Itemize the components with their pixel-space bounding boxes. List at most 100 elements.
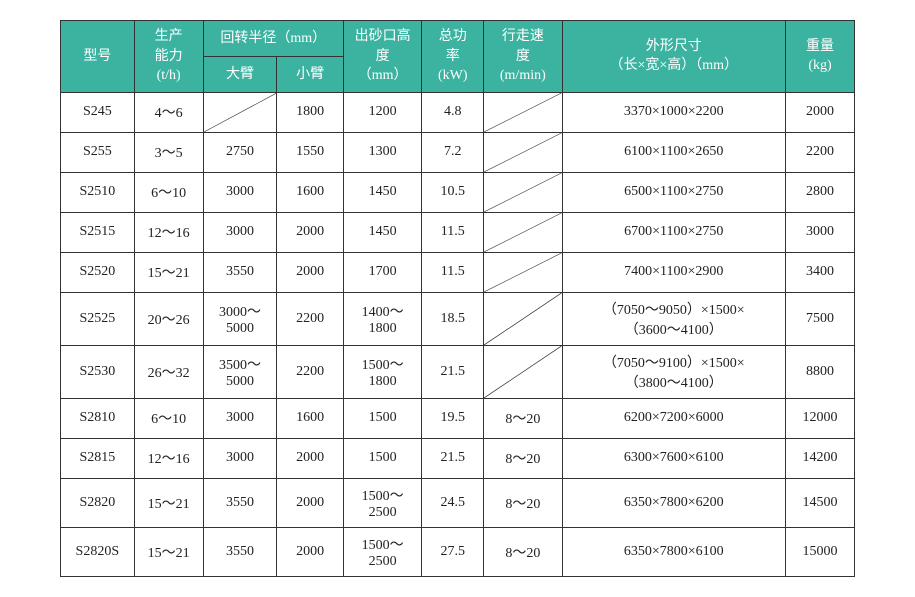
- cell-arm2: 2200: [277, 292, 344, 345]
- cell-dim: 6700×1100×2750: [562, 212, 785, 252]
- table-row: S253026～323500～500022001500～180021.5（705…: [61, 345, 855, 398]
- cell-speed: [484, 345, 562, 398]
- cell-arm1: 3550: [203, 252, 277, 292]
- cell-cap: 4～6: [134, 92, 203, 132]
- cell-model: S2810: [61, 398, 135, 438]
- cell-model: S2820: [61, 478, 135, 527]
- table-header: 型号 生产 能力 (t/h) 回转半径（mm） 出砂口高 度 （mm） 总功 率…: [61, 21, 855, 93]
- cell-dim: 6350×7800×6100: [562, 527, 785, 576]
- cell-height: 1500: [343, 438, 421, 478]
- cell-model: S245: [61, 92, 135, 132]
- cell-weight: 15000: [786, 527, 855, 576]
- cell-arm1: 3500～5000: [203, 345, 277, 398]
- cell-arm2: 2000: [277, 478, 344, 527]
- table-body: S2454～6180012004.83370×1000×22002000S255…: [61, 92, 855, 576]
- header-speed-unit: (m/min): [500, 68, 546, 83]
- cell-speed: 8～20: [484, 438, 562, 478]
- cell-arm1: 3000～5000: [203, 292, 277, 345]
- cell-height: 1200: [343, 92, 421, 132]
- cell-arm2: 2200: [277, 345, 344, 398]
- cell-height: 1700: [343, 252, 421, 292]
- cell-arm2: 2000: [277, 252, 344, 292]
- cell-power: 10.5: [422, 172, 484, 212]
- cell-power: 21.5: [422, 438, 484, 478]
- cell-power: 4.8: [422, 92, 484, 132]
- cell-cap: 20～26: [134, 292, 203, 345]
- cell-height: 1500～1800: [343, 345, 421, 398]
- header-turning-radius: 回转半径（mm）: [203, 21, 343, 57]
- header-speed-l1: 行走速: [502, 29, 544, 44]
- cell-weight: 12000: [786, 398, 855, 438]
- cell-arm2: 2000: [277, 438, 344, 478]
- cell-height: 1450: [343, 212, 421, 252]
- table-row: S251512～1630002000145011.56700×1100×2750…: [61, 212, 855, 252]
- cell-speed: [484, 92, 562, 132]
- table-row: S2820S15～21355020001500～250027.58～206350…: [61, 527, 855, 576]
- cell-arm1: 3000: [203, 212, 277, 252]
- header-small-arm: 小臂: [277, 56, 344, 92]
- cell-arm2: 1550: [277, 132, 344, 172]
- cell-arm2: 2000: [277, 527, 344, 576]
- cell-arm1: 3550: [203, 478, 277, 527]
- header-outlet-l2: 度: [376, 49, 390, 64]
- cell-speed: [484, 172, 562, 212]
- cell-cap: 12～16: [134, 438, 203, 478]
- header-outlet-unit: （mm）: [358, 68, 408, 83]
- header-outlet-l1: 出砂口高: [355, 29, 411, 44]
- table-row: S2553～52750155013007.26100×1100×26502200: [61, 132, 855, 172]
- table-row: S252520～263000～500022001400～180018.5（705…: [61, 292, 855, 345]
- cell-dim: 6100×1100×2650: [562, 132, 785, 172]
- cell-weight: 2800: [786, 172, 855, 212]
- cell-weight: 8800: [786, 345, 855, 398]
- cell-model: S2510: [61, 172, 135, 212]
- cell-dim: 6350×7800×6200: [562, 478, 785, 527]
- table-row: S282015～21355020001500～250024.58～206350×…: [61, 478, 855, 527]
- cell-speed: 8～20: [484, 478, 562, 527]
- table-row: S252015～2135502000170011.57400×1100×2900…: [61, 252, 855, 292]
- cell-power: 19.5: [422, 398, 484, 438]
- cell-speed: [484, 292, 562, 345]
- cell-weight: 3000: [786, 212, 855, 252]
- cell-cap: 6～10: [134, 398, 203, 438]
- header-dimensions: 外形尺寸 （长×宽×高）（mm）: [562, 21, 785, 93]
- table-row: S2454～6 180012004.8 3370×1000×22002000: [61, 92, 855, 132]
- cell-dim: 6200×7200×6000: [562, 398, 785, 438]
- cell-arm2: 1800: [277, 92, 344, 132]
- header-speed: 行走速 度 (m/min): [484, 21, 562, 93]
- cell-cap: 3～5: [134, 132, 203, 172]
- cell-model: S2520: [61, 252, 135, 292]
- cell-dim: 3370×1000×2200: [562, 92, 785, 132]
- cell-cap: 26～32: [134, 345, 203, 398]
- cell-dim: 6300×7600×6100: [562, 438, 785, 478]
- cell-arm1: 3550: [203, 527, 277, 576]
- cell-height: 1500: [343, 398, 421, 438]
- cell-power: 27.5: [422, 527, 484, 576]
- header-power-l2: 率: [446, 49, 460, 64]
- cell-weight: 7500: [786, 292, 855, 345]
- header-dim-l2: （长×宽×高）（mm）: [609, 58, 738, 73]
- header-weight: 重量 (kg): [786, 21, 855, 93]
- cell-speed: [484, 252, 562, 292]
- cell-arm1: 3000: [203, 398, 277, 438]
- cell-cap: 6～10: [134, 172, 203, 212]
- cell-cap: 15～21: [134, 527, 203, 576]
- cell-power: 18.5: [422, 292, 484, 345]
- cell-dim: 7400×1100×2900: [562, 252, 785, 292]
- cell-model: S2820S: [61, 527, 135, 576]
- header-capacity-l2: 能力: [155, 49, 183, 64]
- cell-weight: 3400: [786, 252, 855, 292]
- cell-arm2: 1600: [277, 172, 344, 212]
- header-power-unit: (kW): [438, 68, 468, 83]
- cell-height: 1300: [343, 132, 421, 172]
- cell-dim: （7050～9100）×1500×（3800～4100）: [562, 345, 785, 398]
- cell-model: S2530: [61, 345, 135, 398]
- cell-cap: 15～21: [134, 478, 203, 527]
- cell-arm1: [203, 92, 277, 132]
- cell-speed: 8～20: [484, 398, 562, 438]
- cell-arm2: 1600: [277, 398, 344, 438]
- cell-height: 1400～1800: [343, 292, 421, 345]
- cell-dim: 6500×1100×2750: [562, 172, 785, 212]
- cell-weight: 2000: [786, 92, 855, 132]
- header-big-arm: 大臂: [203, 56, 277, 92]
- table-row: S28106～1030001600150019.58～206200×7200×6…: [61, 398, 855, 438]
